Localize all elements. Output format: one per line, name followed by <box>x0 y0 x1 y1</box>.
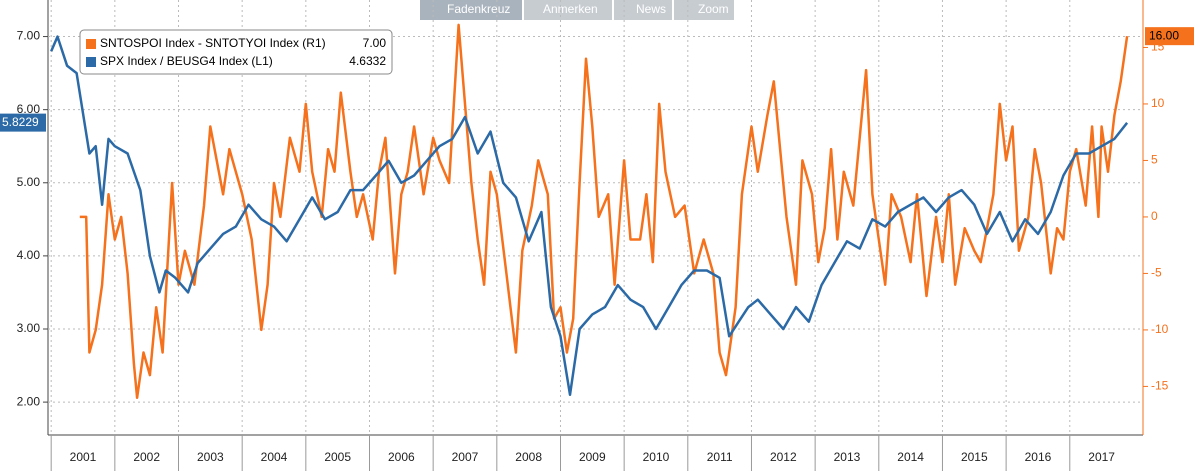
last-value-flag <box>1145 27 1194 46</box>
y-tick-label: 4.00 <box>17 248 41 262</box>
legend-box <box>79 29 393 75</box>
x-tick-label: 2005 <box>324 450 351 464</box>
x-tick-label: 2002 <box>133 450 160 464</box>
button-label[interactable]: Fadenkreuz <box>447 2 510 16</box>
last-value-label: 5.8229 <box>2 115 39 129</box>
x-tick-label: 2001 <box>70 450 97 464</box>
toolbar[interactable]: Fadenkreuz Anmerken News Zoom <box>420 0 734 20</box>
x-tick-label: 2006 <box>388 450 415 464</box>
last-value-flag <box>0 113 46 132</box>
y-tick-label: 2.00 <box>17 394 41 408</box>
y2-tick-label: -15 <box>1151 379 1169 393</box>
x-tick-label: 2012 <box>770 450 797 464</box>
legend-value: 7.00 <box>363 36 387 50</box>
y-tick-label: 3.00 <box>17 321 41 335</box>
button-label[interactable]: News <box>636 2 666 16</box>
x-tick-label: 2013 <box>834 450 861 464</box>
button[interactable] <box>614 0 672 20</box>
x-tick-label: 2014 <box>897 450 924 464</box>
legend-label: SNTOSPOI Index - SNTOTYOI Index (R1) <box>100 36 326 50</box>
series-line <box>50 35 1129 397</box>
button[interactable] <box>524 0 612 20</box>
x-tick-label: 2008 <box>515 450 542 464</box>
y2-tick-label: 5 <box>1151 153 1158 167</box>
last-value-label: 16.00 <box>1149 28 1179 42</box>
x-tick-label: 2017 <box>1088 450 1115 464</box>
series-line <box>79 23 1129 399</box>
x-tick-label: 2015 <box>961 450 988 464</box>
x-tick-label: 2009 <box>579 450 606 464</box>
x-tick-label: 2016 <box>1025 450 1052 464</box>
y2-tick-label: 10 <box>1151 96 1165 110</box>
button-label[interactable]: Anmerken <box>543 2 598 16</box>
y-tick-label: 7.00 <box>17 29 41 43</box>
x-tick-label: 2010 <box>643 450 670 464</box>
y2-tick-label: -5 <box>1151 266 1162 280</box>
x-tick-label: 2003 <box>197 450 224 464</box>
x-tick-label: 2007 <box>452 450 479 464</box>
legend-label: SPX Index / BEUSG4 Index (L1) <box>100 54 273 68</box>
y-tick-label: 6.00 <box>17 102 41 116</box>
legend-swatch <box>86 57 96 67</box>
y-tick-label: 5.00 <box>17 175 41 189</box>
y2-tick-label: -10 <box>1151 322 1169 336</box>
legend-value: 4.6332 <box>349 54 386 68</box>
legend: SNTOSPOI Index - SNTOTYOI Index (R1) 7.00… <box>79 29 393 75</box>
y2-tick-label: 0 <box>1151 209 1158 223</box>
button[interactable] <box>674 0 734 20</box>
legend-swatch <box>86 39 96 49</box>
x-tick-label: 2004 <box>261 450 288 464</box>
button-label[interactable]: Zoom <box>698 2 729 16</box>
x-tick-label: 2011 <box>707 450 733 464</box>
